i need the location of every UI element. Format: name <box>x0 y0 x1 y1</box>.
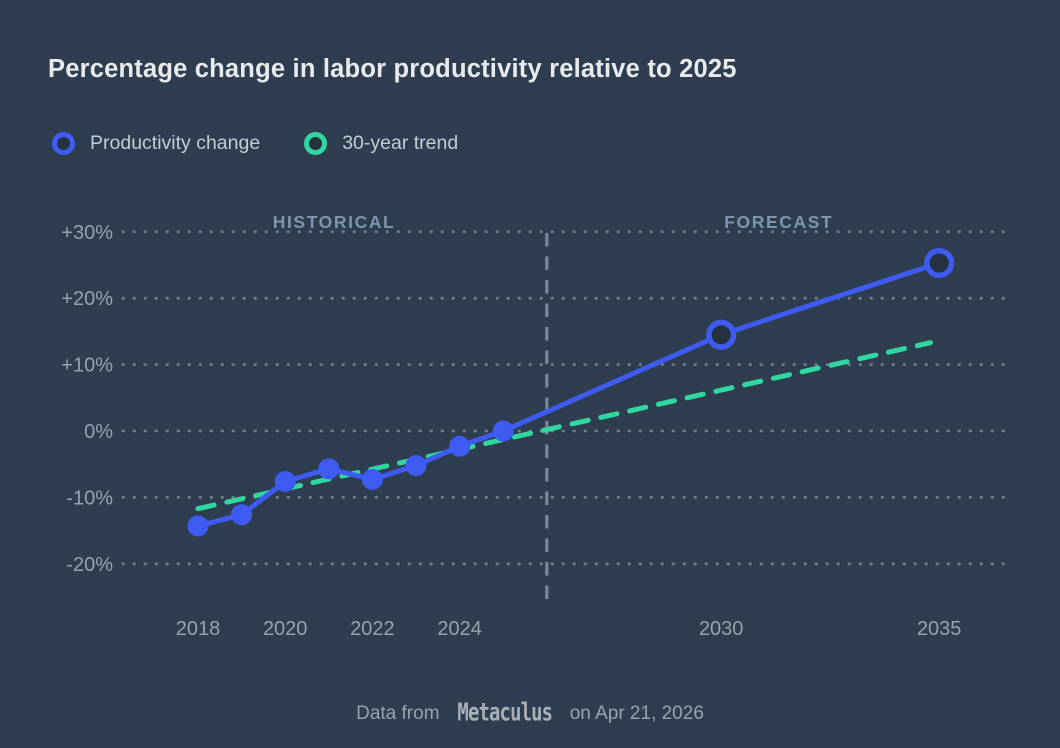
page-title: Percentage change in labor productivity … <box>48 55 737 83</box>
data-point-2021 <box>318 458 340 480</box>
data-point-2019 <box>231 504 253 526</box>
y-axis-tick-label: -20% <box>66 554 113 576</box>
x-axis-tick-label: 2024 <box>437 618 482 640</box>
data-point-2020 <box>274 470 296 492</box>
x-axis-tick-label: 2020 <box>263 618 308 640</box>
forecast-data-point-2035 <box>924 247 955 279</box>
data-point-2024 <box>449 435 471 457</box>
trend-series-marker-icon <box>304 132 328 155</box>
data-point-2023 <box>405 455 427 477</box>
productivity-series-marker-icon <box>52 132 75 155</box>
productivity-line-chart: +30% +20% +10% 0% -10% -20% 2018 2020 2022 2024 20… <box>61 212 1007 640</box>
data-point-2022 <box>361 468 383 490</box>
forecast-section-label: FORECAST <box>724 212 833 232</box>
trend-line <box>195 340 933 512</box>
data-source-prefix: Data from <box>356 703 440 724</box>
legend-label: 30-year trend <box>342 132 459 154</box>
x-axis-tick-label: 2035 <box>917 618 962 640</box>
x-axis-tick-label: 2030 <box>699 618 744 640</box>
data-source-note: Data from Metaculus on Apr 21, 2026 <box>0 698 1060 728</box>
data-source-suffix: on Apr 21, 2026 <box>569 703 704 724</box>
data-point-2018 <box>187 515 209 537</box>
y-axis-tick-label: 0% <box>84 421 113 443</box>
legend: Productivity change 30-year trend <box>52 132 458 155</box>
data-point-2025 <box>492 420 514 442</box>
y-axis-tick-label: -10% <box>66 487 113 509</box>
legend-item-30-year-trend[interactable]: 30-year trend <box>304 132 458 155</box>
y-axis-tick-label: +30% <box>61 222 113 244</box>
forecast-data-point-2030 <box>706 319 737 350</box>
legend-item-productivity-change[interactable]: Productivity change <box>52 132 260 155</box>
historical-section-label: HISTORICAL <box>273 212 396 232</box>
x-axis-tick-label: 2018 <box>176 618 221 640</box>
productivity-line <box>195 260 942 529</box>
legend-label: Productivity change <box>90 132 261 154</box>
metaculus-logo[interactable]: Metaculus <box>457 698 553 728</box>
y-axis-tick-label: +10% <box>61 355 113 377</box>
x-axis-tick-label: 2022 <box>350 618 395 640</box>
y-axis-tick-label: +20% <box>61 288 113 310</box>
